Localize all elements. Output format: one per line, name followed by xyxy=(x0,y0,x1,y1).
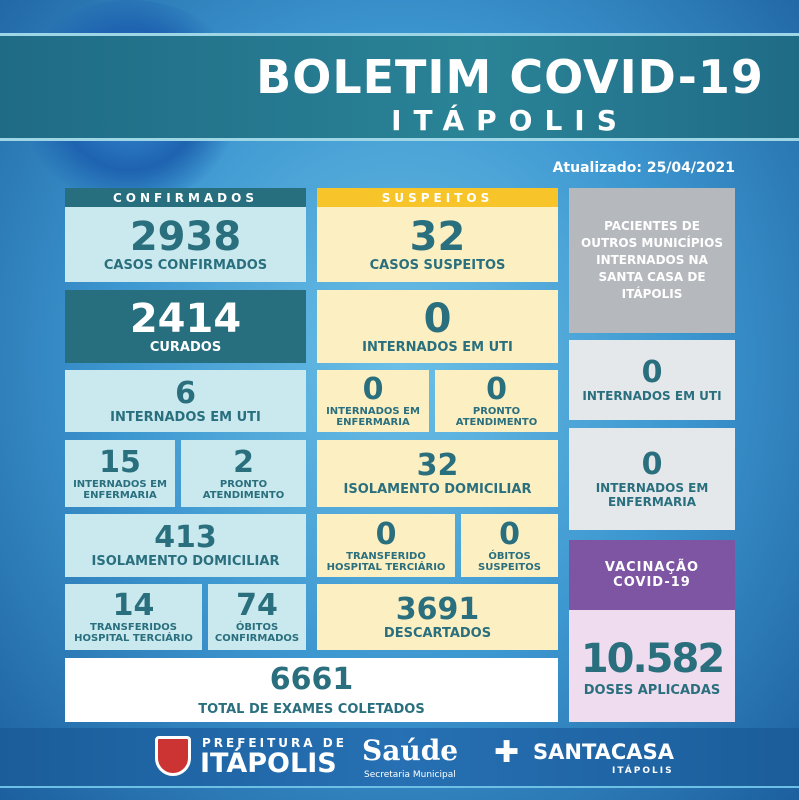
label: ÓBITOS xyxy=(488,550,531,562)
label: ENFERMARIA xyxy=(607,495,697,509)
vaccination-header: VACINAÇÃO COVID-19 xyxy=(569,540,735,610)
label: DOSES APLICADAS xyxy=(583,682,721,698)
suspected-deaths-box: 0 ÓBITOS SUSPEITOS xyxy=(461,514,558,577)
suspeitos-header: SUSPEITOS xyxy=(317,188,558,207)
suspected-emergency-box: 0 PRONTO ATENDIMENTO xyxy=(435,370,558,432)
title-band xyxy=(0,33,799,141)
confirmed-isolation-box: 413 ISOLAMENTO DOMICILIAR xyxy=(65,514,306,577)
confirmed-cases-box: 2938 CASOS CONFIRMADOS xyxy=(65,207,306,282)
label: TOTAL DE EXAMES COLETADOS xyxy=(198,701,425,717)
label: ISOLAMENTO DOMICILIAR xyxy=(343,482,532,497)
value: 0 xyxy=(362,372,384,407)
label: ENFERMARIA xyxy=(83,489,157,501)
page-subtitle: ITÁPOLIS xyxy=(391,104,629,137)
header-line: PACIENTES DE xyxy=(604,219,700,233)
value: 0 xyxy=(499,516,520,552)
santacasa-subtitle: ITÁPOLIS xyxy=(612,766,674,776)
total-exams-box: 6661 TOTAL DE EXAMES COLETADOS xyxy=(65,658,558,722)
footer: PREFEITURA DE ITÁPOLIS Saúde Secretaria … xyxy=(0,728,799,788)
label: ATENDIMENTO xyxy=(455,417,538,428)
label: CASOS CONFIRMADOS xyxy=(103,258,268,273)
suspected-transferred-box: 0 TRANSFERIDO HOSPITAL TERCIÁRIO xyxy=(317,514,455,577)
label: TRANSFERIDOS xyxy=(90,622,177,633)
value: 74 xyxy=(236,588,278,623)
value: 15 xyxy=(99,444,141,480)
other-icu-box: 0 INTERNADOS EM UTI xyxy=(569,340,735,420)
saude-logo: Saúde xyxy=(362,734,459,767)
prefeitura-label: PREFEITURA DE xyxy=(202,736,347,750)
header-line: SANTA CASA DE xyxy=(598,270,706,284)
other-municipalities-header: PACIENTES DE OUTROS MUNICÍPIOS INTERNADO… xyxy=(569,188,735,333)
label: ÓBITOS xyxy=(235,622,279,633)
header-line: VACINAÇÃO xyxy=(604,560,700,575)
label: HOSPITAL TERCIÁRIO xyxy=(326,561,446,573)
header-line: COVID-19 xyxy=(613,575,691,590)
value: 0 xyxy=(423,296,452,342)
label: HOSPITAL TERCIÁRIO xyxy=(74,633,193,644)
label: PRONTO xyxy=(472,406,521,417)
confirmed-deaths-box: 74 ÓBITOS CONFIRMADOS xyxy=(208,584,306,650)
label: PRONTO xyxy=(219,478,268,490)
label: ENFERMARIA xyxy=(336,417,410,428)
suspected-ward-box: 0 INTERNADOS EM ENFERMARIA xyxy=(317,370,429,432)
updated-date: Atualizado: 25/04/2021 xyxy=(552,160,735,176)
value: 0 xyxy=(486,372,507,407)
label: INTERNADOS EM xyxy=(326,406,420,417)
confirmed-transferred-box: 14 TRANSFERIDOS HOSPITAL TERCIÁRIO xyxy=(65,584,202,650)
value: 0 xyxy=(375,516,397,552)
value: 2414 xyxy=(129,296,242,342)
city-coat-of-arms-icon xyxy=(155,736,191,776)
saude-subtitle: Secretaria Municipal xyxy=(364,770,456,780)
value: 2 xyxy=(233,444,254,480)
label: DESCARTADOS xyxy=(383,625,492,641)
header-line: INTERNADOS NA xyxy=(596,253,708,267)
value: 0 xyxy=(641,355,663,390)
value: 413 xyxy=(154,520,217,555)
label: INTERNADOS EM xyxy=(595,481,709,495)
confirmed-emergency-box: 2 PRONTO ATENDIMENTO xyxy=(181,440,306,507)
header-line: ITÁPOLIS xyxy=(621,287,683,301)
label: TRANSFERIDO xyxy=(346,550,426,562)
discarded-box: 3691 DESCARTADOS xyxy=(317,584,558,650)
suspected-icu-box: 0 INTERNADOS EM UTI xyxy=(317,290,558,363)
value: 0 xyxy=(641,447,663,482)
suspected-isolation-box: 32 ISOLAMENTO DOMICILIAR xyxy=(317,440,558,507)
header-line: OUTROS MUNICÍPIOS xyxy=(581,236,723,250)
santacasa-cross-icon: ✚ xyxy=(494,735,520,770)
header-label: CONFIRMADOS xyxy=(113,190,258,205)
label: CONFIRMADOS xyxy=(214,633,300,644)
value: 2938 xyxy=(129,214,242,260)
recovered-box: 2414 CURADOS xyxy=(65,290,306,363)
label: CURADOS xyxy=(149,340,222,355)
header-label: SUSPEITOS xyxy=(381,190,494,205)
value: 14 xyxy=(112,588,155,623)
value: 10.582 xyxy=(580,635,725,682)
label: INTERNADOS EM UTI xyxy=(110,409,261,425)
label: CASOS SUSPEITOS xyxy=(369,258,506,273)
page-title: BOLETIM COVID-19 xyxy=(256,50,764,104)
label: ISOLAMENTO DOMICILIAR xyxy=(91,554,280,569)
value: 6661 xyxy=(269,661,354,697)
vaccination-box: 10.582 DOSES APLICADAS xyxy=(569,610,735,722)
value: 3691 xyxy=(395,591,480,627)
value: 32 xyxy=(409,214,466,260)
prefeitura-name: ITÁPOLIS xyxy=(200,748,337,779)
suspected-cases-box: 32 CASOS SUSPEITOS xyxy=(317,207,558,282)
label: INTERNADOS EM xyxy=(73,478,167,490)
santacasa-name: SANTACASA xyxy=(533,740,674,764)
label: SUSPEITOS xyxy=(478,561,541,573)
confirmados-header: CONFIRMADOS xyxy=(65,188,306,207)
other-ward-box: 0 INTERNADOS EM ENFERMARIA xyxy=(569,428,735,530)
value: 32 xyxy=(416,448,459,483)
confirmed-ward-box: 15 INTERNADOS EM ENFERMARIA xyxy=(65,440,175,507)
label: ATENDIMENTO xyxy=(202,489,285,501)
confirmed-icu-box: 6 INTERNADOS EM UTI xyxy=(65,370,306,432)
value: 6 xyxy=(175,375,196,411)
label: INTERNADOS EM UTI xyxy=(582,389,722,403)
label: INTERNADOS EM UTI xyxy=(362,340,513,355)
